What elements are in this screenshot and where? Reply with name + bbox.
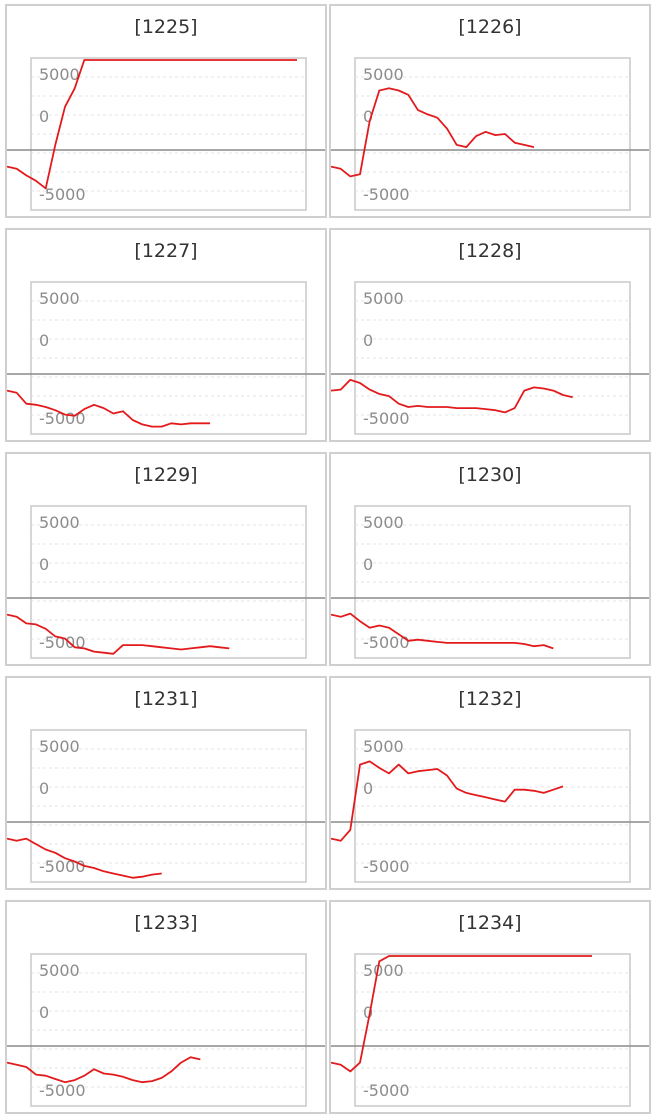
chart-panel: 5000 0 -5000 [1232] [329,676,651,890]
tick-label: 5000 [39,737,80,756]
series-line [331,760,564,842]
tick-label: -5000 [363,857,410,876]
tick-label: 0 [363,779,373,798]
chart-svg: 5000 0 -5000 [7,505,325,659]
series-line [331,87,535,178]
chart-svg: 5000 0 -5000 [331,953,649,1107]
chart-title: [1233] [134,912,198,934]
series-line [331,612,554,650]
tick-label: -5000 [39,633,86,652]
tick-label: 5000 [39,289,80,308]
tick-label: 5000 [39,961,80,980]
chart-svg: 5000 0 -5000 [331,281,649,435]
chart-title: [1225] [134,16,198,38]
tick-label: 0 [39,555,49,574]
series-line [7,59,297,190]
tick-label: -5000 [363,409,410,428]
tick-label: -5000 [363,633,410,652]
series-line [331,378,573,414]
tick-label: 0 [363,1003,373,1022]
tick-label: 0 [363,107,373,126]
tick-label: 0 [39,779,49,798]
chart-title: [1230] [458,464,522,486]
chart-svg: 5000 0 -5000 [331,57,649,211]
tick-label: 5000 [363,737,404,756]
chart-svg: 5000 0 -5000 [7,953,325,1107]
chart-panel: 5000 0 -5000 [1233] [5,900,327,1114]
chart-title: [1232] [458,688,522,710]
chart-svg: 5000 0 -5000 [331,505,649,659]
chart-panel: 5000 0 -5000 [1229] [5,452,327,666]
tick-label: 0 [39,331,49,350]
chart-panel: 5000 0 -5000 [1230] [329,452,651,666]
chart-title: [1227] [134,240,198,262]
series-line [7,389,210,428]
chart-panel: 5000 0 -5000 [1231] [5,676,327,890]
chart-panel: 5000 0 -5000 [1225] [5,4,327,218]
series-line [7,837,162,879]
chart-title: [1228] [458,240,522,262]
chart-title: [1234] [458,912,522,934]
chart-svg: 5000 0 -5000 [7,281,325,435]
chart-panel: 5000 0 -5000 [1234] [329,900,651,1114]
chart-panel: 5000 0 -5000 [1226] [329,4,651,218]
chart-title: [1229] [134,464,198,486]
tick-label: -5000 [363,1081,410,1100]
tick-label: -5000 [39,185,86,204]
chart-panel: 5000 0 -5000 [1227] [5,228,327,442]
tick-label: 0 [39,1003,49,1022]
series-line [331,955,592,1073]
tick-label: -5000 [363,185,410,204]
tick-label: -5000 [39,857,86,876]
tick-label: 0 [363,555,373,574]
chart-svg: 5000 0 -5000 [7,729,325,883]
series-line [7,1056,201,1084]
tick-label: 0 [39,107,49,126]
chart-svg: 5000 0 -5000 [331,729,649,883]
chart-svg: 5000 0 -5000 [7,57,325,211]
chart-title: [1231] [134,688,198,710]
tick-label: 5000 [39,65,80,84]
series-line [7,613,230,655]
tick-label: 0 [363,331,373,350]
tick-label: 5000 [39,513,80,532]
tick-label: 5000 [363,961,404,980]
tick-label: 5000 [363,513,404,532]
chart-title: [1226] [458,16,522,38]
tick-label: 5000 [363,65,404,84]
chart-panel: 5000 0 -5000 [1228] [329,228,651,442]
tick-label: -5000 [39,409,86,428]
tick-label: 5000 [363,289,404,308]
tick-label: -5000 [39,1081,86,1100]
